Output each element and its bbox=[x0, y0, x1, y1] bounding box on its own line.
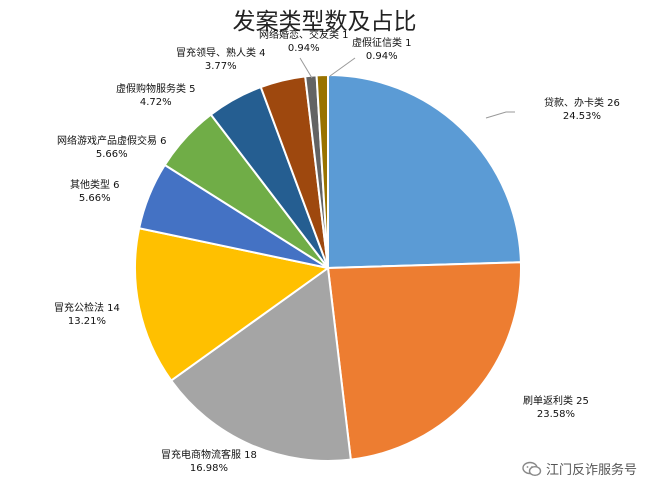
slice-label-name: 虚假购物服务类 5 bbox=[116, 84, 196, 95]
slice-label-name: 虚假征信类 1 bbox=[352, 38, 412, 49]
slice-label-percent: 3.77% bbox=[204, 61, 237, 72]
leader-line bbox=[299, 57, 313, 79]
slice-label-percent: 4.72% bbox=[139, 97, 172, 108]
slice-label-percent: 5.66% bbox=[95, 149, 128, 160]
slice-label-name: 网络游戏产品虚假交易 6 bbox=[57, 136, 167, 147]
watermark: 江门反诈服务号 bbox=[522, 459, 637, 478]
slice-label-name: 冒充公检法 14 bbox=[54, 303, 120, 314]
slice-label-percent: 0.94% bbox=[365, 51, 398, 62]
slice-label: 虚假购物服务类 5 4.72% bbox=[116, 83, 196, 109]
slice-label-name: 刷单返利类 25 bbox=[523, 396, 589, 407]
pie-slice bbox=[327, 73, 522, 270]
slice-label: 网络游戏产品虚假交易 6 5.66% bbox=[57, 135, 167, 161]
slice-label-percent: 13.21% bbox=[67, 316, 107, 327]
slice-label: 其他类型 6 5.66% bbox=[70, 179, 120, 205]
slice-label-name: 冒充领导、熟人类 4 bbox=[176, 48, 266, 59]
pie-slice bbox=[315, 73, 329, 269]
slice-label: 冒充领导、熟人类 4 3.77% bbox=[176, 47, 266, 73]
slice-label: 冒充公检法 14 13.21% bbox=[54, 302, 120, 328]
slice-label: 网络婚恋、交友类 1 0.94% bbox=[259, 29, 349, 55]
slice-label-name: 其他类型 6 bbox=[70, 180, 120, 191]
slice-label: 刷单返利类 25 23.58% bbox=[523, 395, 589, 421]
leader-line bbox=[329, 57, 356, 77]
slice-label-percent: 5.66% bbox=[78, 193, 111, 204]
slice-label-percent: 16.98% bbox=[189, 463, 229, 474]
wechat-icon bbox=[522, 461, 542, 476]
watermark-text: 江门反诈服务号 bbox=[545, 463, 637, 478]
slice-label: 贷款、办卡类 26 24.53% bbox=[544, 97, 620, 123]
pie-slice bbox=[169, 266, 352, 463]
slice-label-percent: 0.94% bbox=[287, 43, 320, 54]
slice-label-name: 冒充电商物流客服 18 bbox=[161, 450, 257, 461]
slice-label-percent: 23.58% bbox=[536, 409, 576, 420]
slice-label: 虚假征信类 1 0.94% bbox=[352, 37, 412, 63]
slice-label-name: 网络婚恋、交友类 1 bbox=[259, 30, 349, 41]
leader-line bbox=[485, 111, 515, 119]
pie-slice bbox=[134, 227, 331, 382]
slice-label-percent: 24.53% bbox=[562, 111, 602, 122]
slice-label: 冒充电商物流客服 18 16.98% bbox=[161, 449, 257, 475]
pie-slice bbox=[326, 261, 522, 461]
slice-label-name: 贷款、办卡类 26 bbox=[544, 98, 620, 109]
chart-title: 发案类型数及占比 bbox=[232, 9, 417, 35]
